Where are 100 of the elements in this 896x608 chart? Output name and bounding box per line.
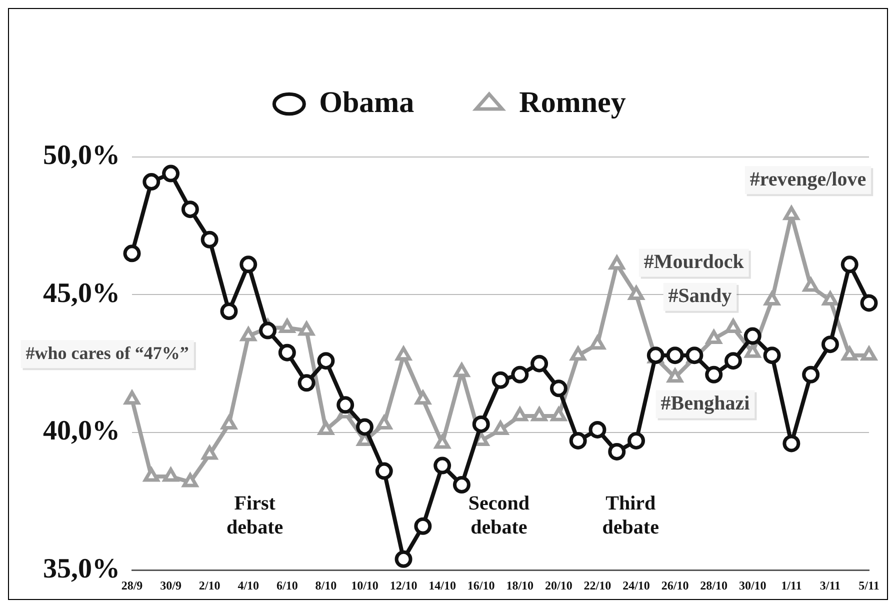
x-tick-label: 28/10 — [700, 578, 728, 592]
x-tick-label: 28/9 — [121, 578, 143, 592]
point — [317, 352, 335, 370]
point — [434, 456, 452, 474]
point — [511, 366, 529, 384]
legend-label: Obama — [319, 86, 414, 119]
point — [821, 336, 839, 354]
x-tick-label: 24/10 — [622, 578, 650, 592]
point — [609, 256, 625, 270]
point — [569, 432, 587, 450]
point — [822, 291, 838, 306]
point — [550, 380, 568, 398]
point — [220, 302, 238, 320]
y-tick-label: 50,0% — [43, 140, 120, 172]
point — [608, 443, 626, 460]
point — [124, 390, 140, 405]
annotation: #revenge/love — [750, 168, 866, 190]
point — [842, 346, 858, 361]
point — [530, 354, 548, 372]
point — [181, 200, 199, 218]
point — [221, 415, 237, 430]
x-tick-label: 4/10 — [238, 578, 260, 592]
point — [376, 415, 392, 430]
x-tick-label: 30/9 — [160, 578, 182, 592]
annotation: Second debate — [468, 492, 530, 539]
annotation: #Benghazi — [660, 392, 750, 414]
point — [628, 432, 646, 450]
point — [318, 420, 334, 435]
point — [415, 390, 431, 405]
x-tick-label: 22/10 — [584, 578, 612, 592]
point — [840, 256, 858, 274]
point — [531, 407, 548, 422]
point — [240, 256, 258, 274]
point — [182, 473, 198, 488]
x-tick-label: 10/10 — [351, 578, 378, 592]
point — [588, 420, 606, 438]
point — [434, 434, 450, 449]
x-tick-label: 14/10 — [428, 578, 456, 592]
point — [336, 396, 354, 414]
x-tick-label: 3/11 — [820, 578, 841, 592]
point — [394, 550, 412, 568]
point — [162, 468, 179, 482]
x-tick-label: 20/10 — [545, 578, 572, 592]
point — [861, 346, 877, 361]
point — [860, 294, 878, 312]
point — [278, 344, 296, 362]
annotation: #who cares of “47%” — [26, 342, 189, 363]
point — [298, 322, 314, 336]
x-tick-label: 12/10 — [390, 578, 418, 592]
point — [512, 407, 528, 422]
point — [763, 346, 781, 364]
point — [375, 462, 393, 480]
point — [472, 415, 490, 433]
point — [667, 368, 683, 383]
point — [454, 363, 470, 378]
x-tick-label: 16/10 — [467, 578, 495, 592]
point — [259, 322, 277, 340]
point — [590, 336, 606, 350]
point — [666, 346, 684, 364]
x-tick-label: 5/11 — [858, 578, 880, 592]
annotation: Third debate — [602, 492, 660, 539]
point — [414, 517, 432, 535]
point — [298, 374, 316, 392]
legend-label: Romney — [519, 86, 626, 119]
point — [123, 244, 141, 262]
y-tick-label: 40,0% — [43, 416, 120, 447]
point — [142, 173, 160, 191]
x-tick-label: 26/10 — [661, 578, 689, 592]
point — [744, 344, 760, 358]
x-tick-label: 18/10 — [506, 578, 534, 592]
point — [356, 418, 374, 436]
y-tick-label: 35,0% — [43, 553, 120, 584]
point — [492, 420, 508, 435]
point — [144, 468, 160, 482]
y-tick-label: 45,0% — [43, 278, 120, 309]
point — [744, 327, 762, 345]
point — [202, 446, 218, 460]
annotation: First debate — [226, 492, 284, 539]
point — [803, 278, 819, 292]
annotation: #Sandy — [668, 285, 732, 308]
point — [452, 476, 470, 494]
point — [162, 164, 180, 182]
point — [279, 319, 295, 334]
point — [705, 366, 723, 384]
point — [764, 291, 780, 306]
point — [782, 434, 800, 452]
point — [570, 346, 586, 361]
point — [492, 371, 510, 389]
point — [200, 230, 218, 248]
point — [240, 327, 256, 342]
x-tick-label: 8/10 — [315, 578, 337, 592]
x-tick-label: 1/11 — [781, 578, 802, 592]
point — [550, 407, 566, 422]
point — [802, 366, 820, 384]
x-tick-label: 30/10 — [738, 578, 766, 592]
point — [784, 206, 800, 220]
point — [396, 346, 412, 361]
point — [725, 319, 742, 334]
x-tick-label: 2/10 — [198, 578, 220, 592]
point — [628, 286, 644, 300]
